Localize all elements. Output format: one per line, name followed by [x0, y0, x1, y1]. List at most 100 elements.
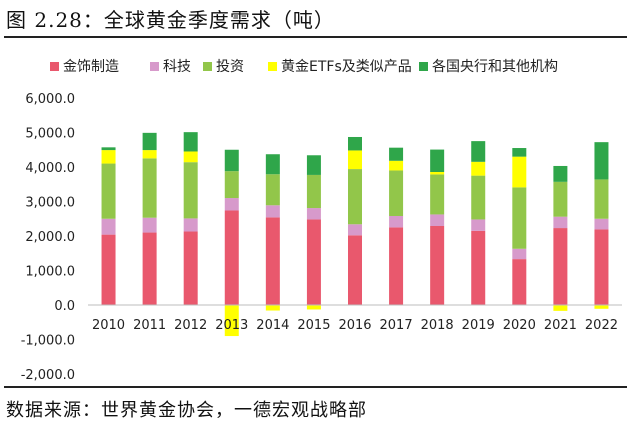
y-tick-label: 2,000.0	[25, 230, 75, 245]
bar-segment	[142, 158, 157, 218]
bar-segment	[101, 147, 116, 151]
bar-segment	[306, 305, 321, 310]
bar-segment	[183, 132, 198, 152]
y-tick-label: -1,000.0	[21, 334, 75, 349]
legend-swatch	[203, 62, 212, 71]
bar-segment	[142, 132, 157, 151]
bar-segment	[471, 175, 486, 220]
x-tick-label: 2018	[421, 318, 454, 333]
x-tick-label: 2014	[256, 318, 289, 333]
bar-segment	[265, 154, 280, 175]
bar-segment	[512, 187, 527, 249]
bar-segment	[265, 305, 280, 311]
legend-label: 黄金ETFs及类似产品	[281, 58, 412, 75]
y-tick-label: 0.0	[54, 299, 75, 314]
bar-segment	[594, 229, 609, 305]
bar-segment	[101, 234, 116, 305]
bar-segment	[471, 141, 486, 162]
bar-segment	[224, 305, 239, 337]
bar-segment	[224, 171, 239, 199]
bar-segment	[348, 224, 362, 236]
legend-swatch	[150, 62, 159, 71]
legend-label: 投资	[216, 59, 244, 75]
y-tick-label: -2,000.0	[21, 368, 75, 383]
figure-title: 图 2.28：全球黄金季度需求（吨）	[6, 8, 335, 32]
bar-segment	[224, 210, 239, 305]
bar-segment	[101, 218, 116, 235]
bar-segment	[512, 248, 527, 260]
y-axis: -2,000.0 -1,000.0 0.0 1,000.0 2,000.0 3,000.0…	[21, 92, 75, 383]
bar-segment	[142, 232, 157, 305]
legend-label: 科技	[163, 59, 191, 75]
bar-segment	[430, 174, 445, 215]
x-tick-label: 2022	[585, 318, 618, 333]
bar-segment	[306, 208, 321, 220]
bar-segment	[306, 155, 321, 175]
bar-segment	[348, 235, 362, 305]
bar-segment	[553, 165, 568, 182]
bar-segment	[348, 150, 362, 170]
y-tick-label: 1,000.0	[25, 265, 75, 280]
bar-segment	[471, 219, 486, 231]
x-tick-label: 2016	[338, 318, 371, 333]
bar-segment	[306, 174, 321, 209]
source-note: 数据来源：世界黄金协会，一德宏观战略部	[6, 400, 367, 421]
bar-segment	[348, 136, 362, 151]
bar-segment	[142, 217, 157, 233]
bar-segment	[471, 161, 486, 176]
bar-segment	[265, 217, 280, 305]
bar-segment	[389, 147, 404, 161]
x-tick-label: 2013	[215, 318, 248, 333]
x-tick-label: 2012	[174, 318, 207, 333]
y-tick-label: 3,000.0	[25, 196, 75, 211]
bar-segment	[101, 150, 116, 164]
bar-segment	[265, 205, 280, 218]
bar-segment	[430, 172, 445, 175]
y-tick-label: 4,000.0	[25, 161, 75, 176]
bar-segment	[224, 149, 239, 172]
bar-segment	[512, 259, 527, 305]
bar-segment	[183, 231, 198, 305]
x-tick-label: 2020	[503, 318, 536, 333]
bar-segment	[512, 156, 527, 188]
bar-segment	[430, 225, 445, 305]
bar-segment	[348, 169, 362, 225]
bar-segment	[512, 148, 527, 157]
bar-segment	[389, 170, 404, 216]
bar-segment	[265, 174, 280, 206]
bar-segment	[183, 218, 198, 232]
bar-segment	[101, 163, 116, 219]
x-tick-label: 2015	[297, 318, 330, 333]
x-tick-label: 2021	[544, 318, 577, 333]
legend-swatch	[50, 62, 59, 71]
x-tick-label: 2010	[92, 318, 125, 333]
bar-segment	[553, 181, 568, 217]
bar-segment	[553, 228, 568, 305]
legend-swatch	[268, 62, 277, 71]
bar-segment	[471, 230, 486, 305]
bar-segment	[594, 142, 609, 180]
x-tick-label: 2017	[380, 318, 413, 333]
bar-segment	[389, 227, 404, 305]
legend-swatch	[419, 62, 428, 71]
x-axis: 2010 2011 2012 2013 2014 2015 2016 2017 2018 2019…	[88, 304, 622, 333]
bar-segment	[553, 305, 568, 311]
x-tick-label: 2011	[133, 318, 166, 333]
y-tick-label: 6,000.0	[25, 92, 75, 107]
bar-segment	[306, 219, 321, 305]
chart-legend: 金饰制造 科技 投资 黄金ETFs及类似产品 各国央行和其他机构	[50, 58, 558, 75]
legend-label: 各国央行和其他机构	[432, 59, 558, 75]
x-tick-label: 2019	[462, 318, 495, 333]
bar-segment	[594, 305, 609, 309]
legend-label: 金饰制造	[63, 59, 119, 75]
bar-segment	[389, 160, 404, 171]
bar-segment	[553, 216, 568, 229]
bar-segment	[594, 179, 609, 219]
bottom-rule	[4, 386, 627, 388]
bar-segment	[430, 214, 445, 226]
bar-segment	[183, 162, 198, 219]
bar-segment	[142, 150, 157, 159]
top-rule	[4, 36, 627, 38]
bars-layer	[101, 132, 609, 337]
